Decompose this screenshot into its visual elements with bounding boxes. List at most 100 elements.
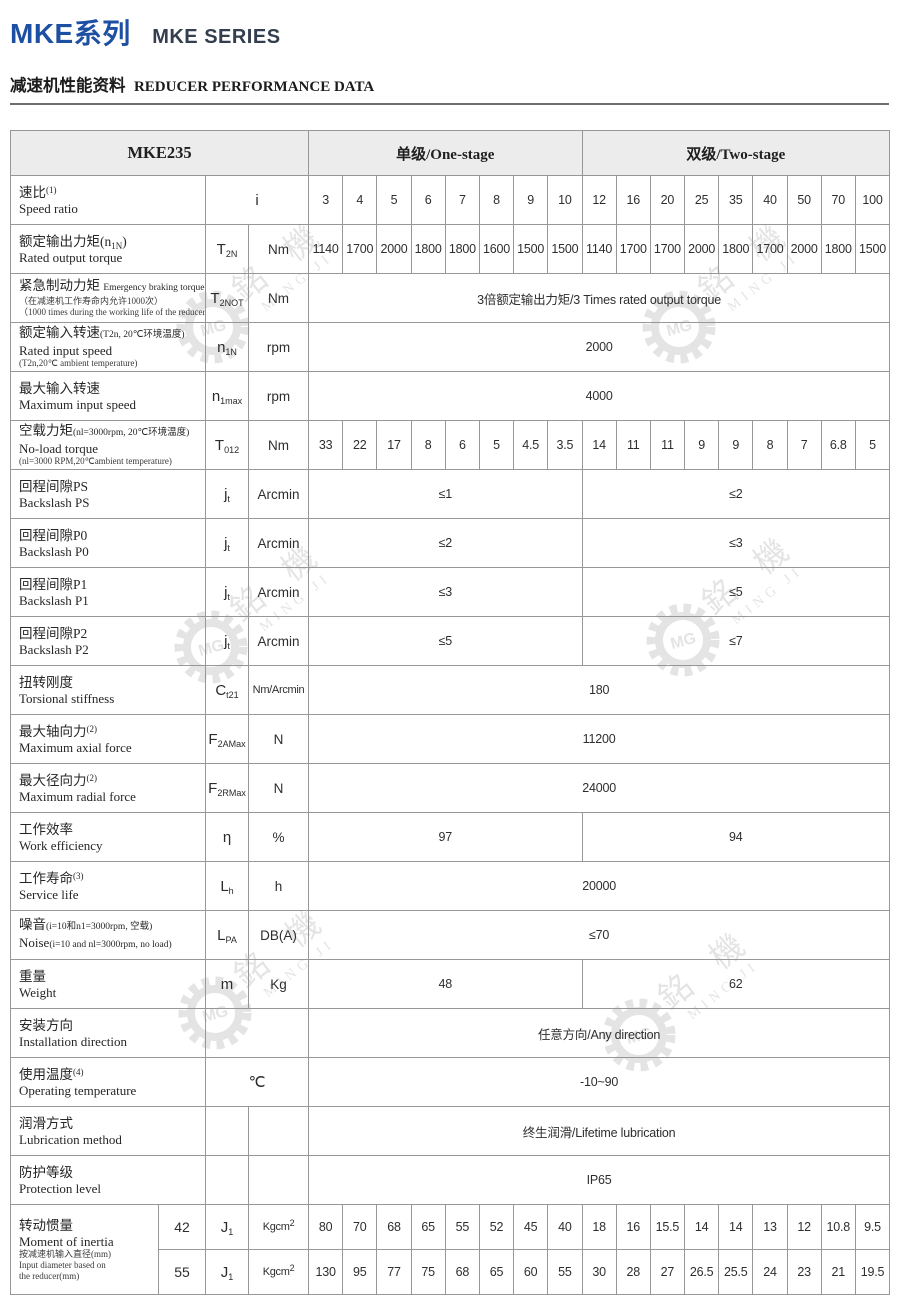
- value-cell: 10.8: [820, 1204, 856, 1250]
- row-service-life: 工作寿命(3) Service life Lh h 20000: [10, 861, 891, 911]
- value-cell: 94: [581, 812, 891, 862]
- row-label: 紧急制动力矩 Emergency braking torque （在减速机工作寿命…: [10, 273, 206, 323]
- row-weight: 重量 Weight m Kg 48 62: [10, 959, 891, 1009]
- row-label: 最大输入转速 Maximum input speed: [10, 371, 206, 421]
- value-cell: 14: [718, 1204, 754, 1250]
- unit-cell: N: [247, 714, 310, 764]
- subtitle-zh: 减速机性能资料: [10, 76, 126, 95]
- value-cell: 16: [615, 175, 651, 225]
- unit-cell: rpm: [247, 371, 310, 421]
- value-cell: ≤3: [581, 518, 891, 568]
- series-title-en: MKE SERIES: [152, 26, 281, 48]
- row-label: 使用温度(4) Operating temperature: [10, 1057, 206, 1107]
- inertia-diameter-cell: 55: [158, 1249, 206, 1295]
- row-label-line: 最大轴向力(2): [19, 723, 97, 739]
- row-no-load-torque: 空载力矩(nl=3000rpm, 20℃环境温度) No-load torque(…: [10, 420, 891, 470]
- row-label-line: Protection level: [19, 1180, 101, 1196]
- symbol-cell: [205, 1155, 249, 1205]
- row-label-line: 回程间隙P2: [19, 625, 88, 641]
- value-cell: ≤70: [308, 910, 891, 960]
- row-label-line: Backslash PS: [19, 494, 90, 510]
- series-title-zh: MKE系列: [10, 18, 131, 49]
- value-cell: 24000: [308, 763, 891, 813]
- value-cell: 1800: [444, 224, 480, 274]
- symbol-cell: F2AMax: [205, 714, 249, 764]
- unit-cell: Nm: [247, 273, 310, 323]
- row-label: 润滑方式 Lubrication method: [10, 1106, 206, 1156]
- value-cell: 14: [684, 1204, 720, 1250]
- row-label-line: Maximum axial force: [19, 739, 132, 755]
- row-lubrication-method: 润滑方式 Lubrication method 终生润滑/Lifetime lubr…: [10, 1106, 891, 1156]
- row-label: 额定输入转速(T2n, 20℃环境温度) Rated input speed (T2…: [10, 322, 206, 372]
- value-cell: ≤3: [308, 567, 583, 617]
- value-cell: 35: [718, 175, 754, 225]
- row-label-line: 速比(1): [19, 184, 57, 200]
- unit-cell: Arcmin: [247, 518, 310, 568]
- value-cell: 1500: [854, 224, 891, 274]
- value-cell: 97: [308, 812, 583, 862]
- value-cell: 9.5: [854, 1204, 891, 1250]
- subtitle-en: REDUCER PERFORMANCE DATA: [133, 79, 375, 95]
- value-cell: 14: [581, 420, 617, 470]
- value-cell: 20: [649, 175, 686, 225]
- row-label: 速比(1) Speed ratio: [10, 175, 206, 225]
- row-label: 额定输出力矩(n1N) Rated output torque: [10, 224, 206, 274]
- value-cell: 11: [649, 420, 686, 470]
- row-label-line: 额定输入转速(T2n, 20℃环境温度): [19, 325, 185, 340]
- value-cell: 1700: [342, 224, 378, 274]
- row-label: 最大径向力(2) Maximum radial force: [10, 763, 206, 813]
- value-cell: 3: [308, 175, 344, 225]
- value-cell: 10: [547, 175, 583, 225]
- value-cell: ≤7: [581, 616, 891, 666]
- row-max-input-speed: 最大输入转速 Maximum input speed n1max rpm 4000: [10, 371, 891, 421]
- value-cell: 7: [444, 175, 480, 225]
- symbol-cell: T2NOT: [205, 273, 249, 323]
- row-backlash-p1: 回程间隙P1 Backslash P1 jt Arcmin ≤3 ≤5: [10, 567, 891, 617]
- row-label-line: Rated input speed: [19, 343, 113, 358]
- row-label: 回程间隙P2 Backslash P2: [10, 616, 206, 666]
- header-model-cell: MKE235: [9, 130, 310, 176]
- value-cell: 20000: [308, 861, 891, 911]
- row-label-line: No-load torque: [19, 441, 99, 456]
- row-label: 回程间隙P1 Backslash P1: [10, 567, 206, 617]
- value-cell: 55: [444, 1204, 480, 1250]
- row-label-line: Lubrication method: [19, 1131, 122, 1147]
- row-label-line: 噪音(i=10和n1=3000rpm, 空载): [19, 917, 153, 932]
- value-cell: 75: [410, 1249, 446, 1295]
- value-cell: 22: [342, 420, 378, 470]
- row-label: 工作效率 Work efficiency: [10, 812, 206, 862]
- value-cell: 19.5: [854, 1249, 891, 1295]
- value-cell: 1140: [308, 224, 344, 274]
- row-label-line: 扭转刚度: [19, 674, 73, 690]
- unit-cell: DB(A): [247, 910, 310, 960]
- row-speed-ratio: 速比(1) Speed ratio i 3 4 5 6 7 8 9 10 12 16 20 25 35 40 50…: [10, 175, 891, 225]
- value-cell: ≤1: [308, 469, 583, 519]
- symbol-cell: T012: [205, 420, 249, 470]
- value-cell: 11200: [308, 714, 891, 764]
- row-label-line: 转动惯量: [19, 1217, 73, 1233]
- value-cell: 9: [513, 175, 549, 225]
- value-cell: 1140: [581, 224, 617, 274]
- symbol-cell: J1: [205, 1249, 249, 1295]
- row-label-line: 工作寿命(3): [19, 870, 84, 886]
- row-max-radial-force: 最大径向力(2) Maximum radial force F2RMax N 24000: [10, 763, 891, 813]
- row-label-line: 防护等级: [19, 1164, 73, 1180]
- symbol-cell: ℃: [204, 1057, 310, 1107]
- page-header: MKE系列 MKE SERIES 减速机性能资料 REDUCER PERFORM…: [0, 0, 900, 105]
- value-cell: 1500: [547, 224, 583, 274]
- value-cell: 30: [581, 1249, 617, 1295]
- value-cell: 21: [820, 1249, 856, 1295]
- row-label-line: （在减速机工作寿命内允许1000次）: [19, 296, 164, 306]
- value-cell: 130: [308, 1249, 344, 1295]
- value-cell: 13: [752, 1204, 788, 1250]
- value-cell: 26.5: [684, 1249, 720, 1295]
- row-label-line: (T2n,20℃ ambient temperature): [19, 358, 138, 368]
- value-cell: 52: [478, 1204, 515, 1250]
- row-label-line: Weight: [19, 984, 57, 1000]
- value-cell: 7: [786, 420, 822, 470]
- row-label-line: Rated output torque: [19, 249, 123, 265]
- unit-cell: Arcmin: [247, 616, 310, 666]
- row-emergency-braking-torque: 紧急制动力矩 Emergency braking torque （在减速机工作寿命…: [10, 273, 891, 323]
- row-protection-level: 防护等级 Protection level IP65: [10, 1155, 891, 1205]
- symbol-cell: [204, 1008, 310, 1058]
